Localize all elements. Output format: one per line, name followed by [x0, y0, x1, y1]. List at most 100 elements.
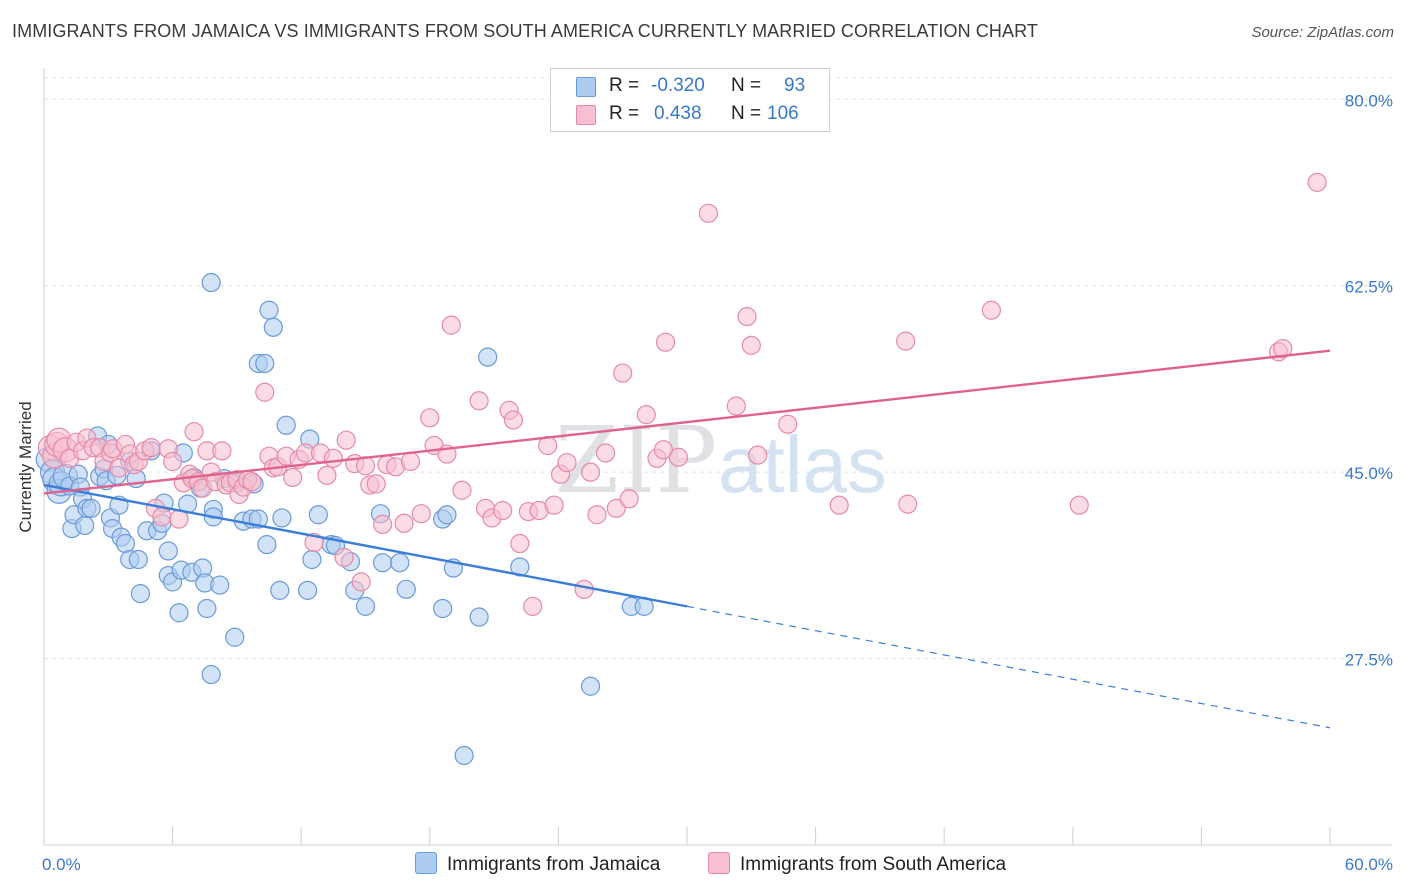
data-point [255, 382, 275, 402]
data-point [1307, 172, 1327, 192]
legend-n-value-south-america: 106 [767, 103, 799, 124]
data-point [896, 331, 916, 351]
data-point [257, 534, 277, 555]
y-axis-label: Currently Married [16, 401, 35, 533]
data-point [255, 353, 275, 374]
data-point [270, 580, 290, 600]
data-point [441, 315, 461, 335]
series-legend-jamaica: Immigrants from Jamaica [415, 852, 660, 876]
data-point [141, 438, 161, 458]
y-tick-label-1: 62.5% [1345, 278, 1393, 297]
data-point [433, 598, 453, 619]
legend-row-jamaica: R = -0.320 N = 93 [551, 73, 829, 99]
data-point [201, 272, 221, 293]
legend-r-label: R = [609, 75, 640, 96]
correlation-legend: R = -0.320 N = 93 R = 0.438 N = 106 [550, 68, 830, 132]
legend-r-value-south-america: 0.438 [654, 103, 702, 124]
trend-line-0 [43, 483, 688, 608]
data-point [283, 467, 303, 488]
data-point [115, 533, 136, 554]
data-point [437, 505, 457, 525]
y-tick-label-2: 45.0% [1345, 464, 1393, 483]
data-point [373, 553, 393, 573]
data-point [595, 443, 616, 463]
data-point [400, 451, 421, 472]
data-point [668, 447, 689, 467]
data-point [81, 498, 101, 518]
data-point [741, 335, 761, 355]
data-point [334, 547, 354, 567]
data-point [394, 513, 414, 533]
legend-r-value-jamaica: -0.320 [651, 75, 705, 96]
grid-lines [44, 77, 1392, 660]
series-swatch-jamaica [415, 852, 437, 874]
legend-n-label: N = [731, 103, 762, 124]
data-point [128, 549, 148, 570]
data-point [197, 598, 217, 619]
data-point [184, 422, 204, 442]
data-point [655, 332, 676, 352]
y-tick-label-3: 27.5% [1345, 651, 1393, 670]
data-point [510, 533, 530, 554]
series-label-south-america: Immigrants from South America [740, 854, 1007, 875]
data-point [152, 507, 172, 527]
legend-r-label: R = [609, 103, 640, 124]
data-point [201, 664, 221, 685]
data-point [636, 405, 656, 425]
data-point [272, 508, 292, 528]
chart-title: IMMIGRANTS FROM JAMAICA VS IMMIGRANTS FR… [12, 21, 1038, 41]
data-point [698, 203, 719, 223]
data-point [225, 627, 245, 647]
legend-row-south-america: R = 0.438 N = 106 [551, 101, 829, 127]
data-point [276, 415, 296, 435]
data-point [606, 498, 626, 518]
data-point [580, 676, 601, 696]
watermark-atlas: atlas [718, 420, 887, 509]
data-point [829, 495, 849, 515]
data-point [169, 603, 189, 623]
data-point [778, 414, 798, 434]
data-point [323, 448, 343, 468]
data-point [478, 347, 498, 367]
trend-lines [43, 349, 1331, 729]
data-point [158, 541, 178, 561]
data-point [366, 474, 386, 494]
legend-swatch-jamaica [576, 77, 596, 97]
data-point [210, 575, 230, 595]
data-point [726, 396, 746, 416]
data-point [396, 579, 416, 599]
data-point [493, 500, 513, 521]
data-point [317, 465, 337, 485]
data-point [308, 505, 328, 525]
legend-n-value-jamaica: 93 [784, 75, 806, 96]
data-point [544, 495, 564, 515]
data-point [302, 549, 322, 570]
data-point [619, 489, 639, 509]
data-point [469, 391, 489, 411]
data-point [390, 553, 410, 573]
x-tick-label-0: 0.0% [42, 855, 81, 874]
data-point [557, 452, 577, 473]
data-point [580, 462, 601, 482]
data-point [411, 504, 431, 524]
series-swatch-south-america [708, 852, 730, 874]
y-axis-label-wrap: Currently Married [16, 401, 36, 532]
tick-labels: 80.0% 62.5% 45.0% 27.5% 0.0% 60.0% [42, 91, 1393, 874]
data-point [587, 505, 607, 525]
series-1-points [37, 172, 1327, 616]
data-point [242, 472, 262, 492]
data-point [503, 410, 523, 430]
data-point [75, 515, 95, 536]
series-label-jamaica: Immigrants from Jamaica [447, 854, 661, 875]
data-points [35, 172, 1327, 766]
data-point [130, 583, 151, 604]
data-point [355, 596, 376, 616]
data-point [898, 494, 918, 514]
trend-line-1 [43, 349, 1331, 495]
y-tick-label-0: 80.0% [1345, 91, 1393, 110]
series-0-points [35, 272, 654, 766]
source-label: Source: ZipAtlas.com [1251, 24, 1394, 41]
data-point [469, 607, 489, 627]
data-point [523, 596, 543, 616]
